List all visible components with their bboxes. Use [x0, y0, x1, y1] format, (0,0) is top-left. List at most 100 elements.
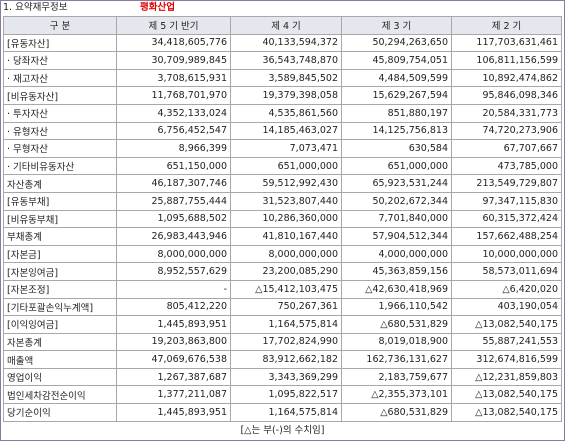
value-cell: 47,069,676,538: [116, 350, 231, 369]
value-cell: 58,573,011,694: [451, 262, 562, 281]
table-row: 매출액 47,069,676,538 83,912,662,182 162,736,1…: [3, 350, 562, 369]
table-row: · 무형자산 8,966,399 7,073,471 630,584 67,707,66…: [3, 139, 562, 158]
row-label: · 무형자산: [3, 139, 117, 158]
value-cell: 14,185,463,027: [230, 121, 342, 141]
value-cell: △680,531,829: [341, 403, 452, 422]
table-row: [유동부채] 25,887,755,444 31,523,807,440 50,202…: [3, 191, 562, 211]
company-name: 평화산업: [140, 2, 175, 13]
row-label: [이익잉여금]: [3, 315, 117, 334]
table-row: [기타포괄손익누계액] 805,412,220 750,267,361 1,966,1…: [3, 297, 562, 317]
value-cell: 57,904,512,344: [341, 227, 452, 246]
header-cell: 제 2 기: [451, 16, 562, 35]
value-cell: 50,202,672,344: [341, 191, 452, 211]
value-cell: 7,701,840,000: [341, 209, 452, 229]
value-cell: 651,150,000: [116, 156, 231, 176]
table-row: [자본잉여금] 8,952,557,629 23,200,085,290 45,363…: [3, 262, 562, 281]
value-cell: △13,082,540,175: [451, 385, 562, 405]
value-cell: 36,543,748,870: [230, 51, 342, 70]
row-label: 매출액: [3, 350, 117, 369]
value-cell: 19,379,398,058: [230, 86, 342, 105]
value-cell: 1,267,387,687: [116, 367, 231, 387]
value-cell: 4,352,133,024: [116, 103, 231, 123]
value-cell: 10,892,474,862: [451, 68, 562, 88]
value-cell: 4,535,861,560: [230, 103, 342, 123]
row-label: [자본금]: [3, 244, 117, 264]
header-cell: 제 3 기: [341, 16, 452, 35]
value-cell: 50,294,263,650: [341, 33, 452, 53]
value-cell: 162,736,131,627: [341, 350, 452, 369]
value-cell: 403,190,054: [451, 297, 562, 317]
value-cell: 750,267,361: [230, 297, 342, 317]
value-cell: 95,846,098,346: [451, 86, 562, 105]
value-cell: 17,702,824,990: [230, 332, 342, 352]
value-cell: 8,000,000,000: [230, 244, 342, 264]
value-cell: 10,286,360,000: [230, 209, 342, 229]
value-cell: 23,200,085,290: [230, 262, 342, 281]
header-cell: 제 5 기 반기: [116, 16, 231, 35]
value-cell: 7,073,471: [230, 139, 342, 158]
value-cell: △6,420,020: [451, 279, 562, 299]
value-cell: △15,412,103,475: [230, 279, 342, 299]
table-row: 부채총계 26,983,443,946 41,810,167,440 57,904,5…: [3, 227, 562, 246]
value-cell: 2,183,759,677: [341, 367, 452, 387]
table-body: [유동자산] 34,418,605,776 40,133,594,372 50,294…: [3, 33, 562, 422]
value-cell: 3,589,845,502: [230, 68, 342, 88]
value-cell: △680,531,829: [341, 315, 452, 334]
value-cell: △2,355,373,101: [341, 385, 452, 405]
value-cell: 651,000,000: [230, 156, 342, 176]
value-cell: 1,966,110,542: [341, 297, 452, 317]
table-row: [유동자산] 34,418,605,776 40,133,594,372 50,294…: [3, 33, 562, 53]
value-cell: 45,363,859,156: [341, 262, 452, 281]
value-cell: 805,412,220: [116, 297, 231, 317]
value-cell: 74,720,273,906: [451, 121, 562, 141]
row-label: 영업이익: [3, 367, 117, 387]
value-cell: 11,768,701,970: [116, 86, 231, 105]
value-cell: 14,125,756,813: [341, 121, 452, 141]
value-cell: 4,000,000,000: [341, 244, 452, 264]
value-cell: 26,983,443,946: [116, 227, 231, 246]
row-label: · 투자자산: [3, 103, 117, 123]
table-row: · 유형자산 6,756,452,547 14,185,463,027 14,125,…: [3, 121, 562, 141]
value-cell: 1,095,688,502: [116, 209, 231, 229]
row-label: [비유동부채]: [3, 209, 117, 229]
value-cell: 15,629,267,594: [341, 86, 452, 105]
table-row: · 기타비유동자산 651,150,000 651,000,000 651,000,0…: [3, 156, 562, 176]
value-cell: 59,512,992,430: [230, 174, 342, 193]
value-cell: 1,164,575,814: [230, 403, 342, 422]
value-cell: 1,377,211,087: [116, 385, 231, 405]
table-row: [이익잉여금] 1,445,893,951 1,164,575,814 △680,53…: [3, 315, 562, 334]
table-row: 자산총계 46,187,307,746 59,512,992,430 65,923,5…: [3, 174, 562, 193]
row-label: [유동자산]: [3, 33, 117, 53]
table-row: 영업이익 1,267,387,687 3,343,369,299 2,183,759,…: [3, 367, 562, 387]
value-cell: △13,082,540,175: [451, 315, 562, 334]
table-row: [자본금] 8,000,000,000 8,000,000,000 4,000,000…: [3, 244, 562, 264]
row-label: · 기타비유동자산: [3, 156, 117, 176]
row-label: 부채총계: [3, 227, 117, 246]
value-cell: 117,703,631,461: [451, 33, 562, 53]
value-cell: 97,347,115,830: [451, 191, 562, 211]
value-cell: 25,887,755,444: [116, 191, 231, 211]
value-cell: 1,095,822,517: [230, 385, 342, 405]
row-label: [비유동자산]: [3, 86, 117, 105]
header-cell: 구 분: [3, 16, 117, 35]
row-label: [유동부채]: [3, 191, 117, 211]
row-label: [자본조정]: [3, 279, 117, 299]
value-cell: 20,584,331,773: [451, 103, 562, 123]
row-label: 자본총계: [3, 332, 117, 352]
table-row: 당기순이익 1,445,893,951 1,164,575,814 △680,531,…: [3, 403, 562, 422]
value-cell: 31,523,807,440: [230, 191, 342, 211]
value-cell: 651,000,000: [341, 156, 452, 176]
table-row: · 재고자산 3,708,615,931 3,589,845,502 4,484,50…: [3, 68, 562, 88]
value-cell: 1,445,893,951: [116, 315, 231, 334]
value-cell: 473,785,000: [451, 156, 562, 176]
row-label: [자본잉여금]: [3, 262, 117, 281]
value-cell: 10,000,000,000: [451, 244, 562, 264]
table-row: · 투자자산 4,352,133,024 4,535,861,560 851,880,…: [3, 103, 562, 123]
row-label: 당기순이익: [3, 403, 117, 422]
value-cell: 41,810,167,440: [230, 227, 342, 246]
table-row: 법인세차감전순이익 1,377,211,087 1,095,822,517 △2,35…: [3, 385, 562, 405]
row-label: 자산총계: [3, 174, 117, 193]
